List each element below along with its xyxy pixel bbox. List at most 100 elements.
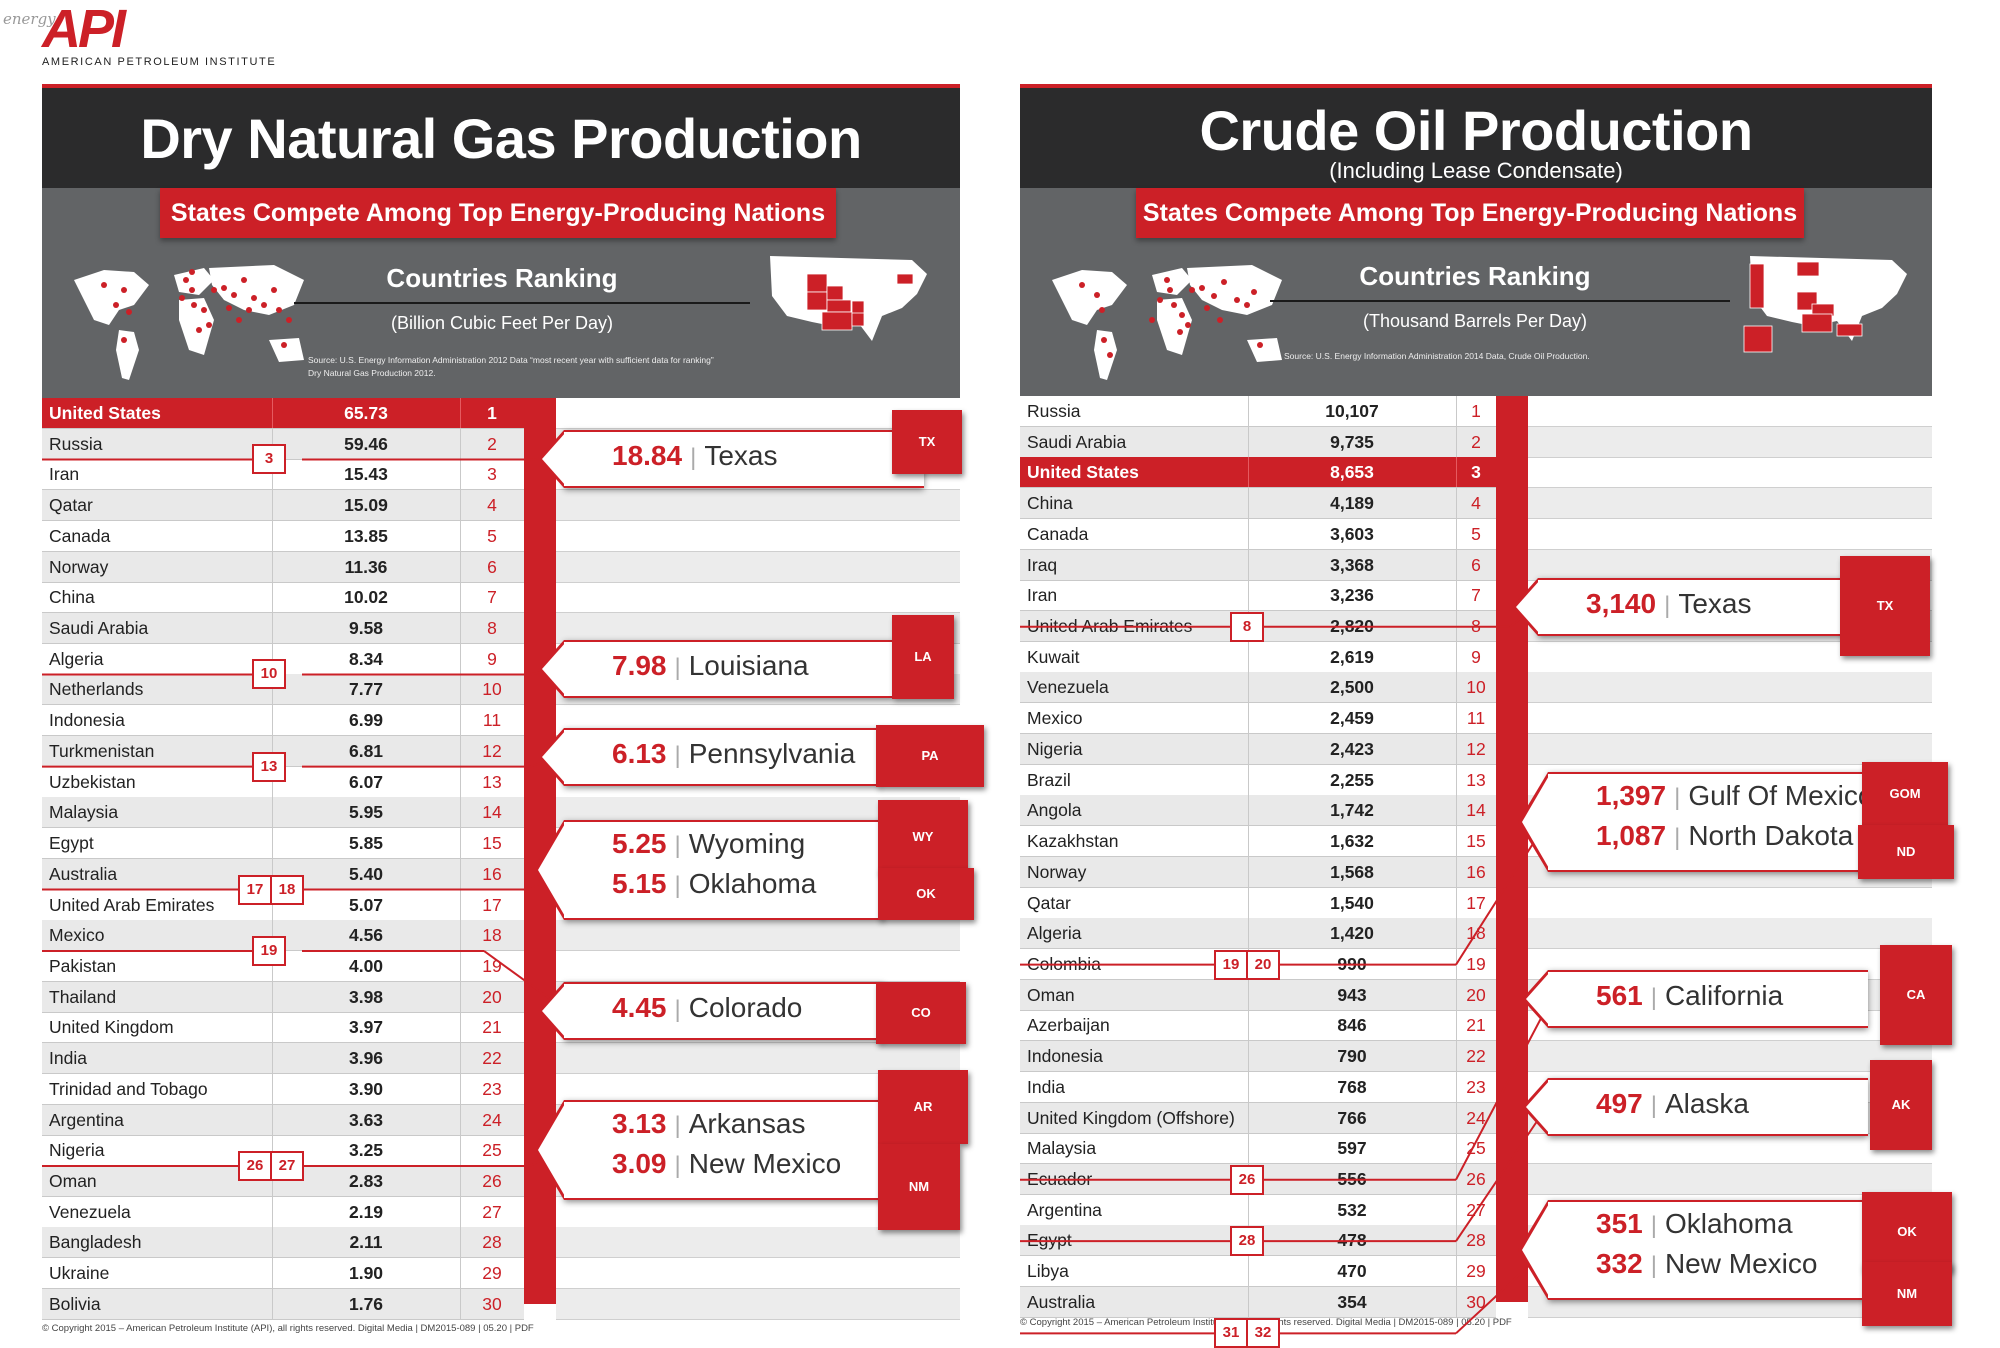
cell-divider: [1248, 396, 1249, 426]
cell-divider: [460, 705, 461, 736]
rank-number: 7: [487, 587, 497, 608]
country-name: Malaysia: [1027, 1138, 1097, 1159]
country-name: Nigeria: [49, 1140, 105, 1161]
country-name: Canada: [1027, 523, 1089, 544]
cell-divider: [460, 643, 461, 674]
cell-divider: [460, 1227, 461, 1258]
state-shape-nm: NM: [878, 1144, 960, 1230]
production-value: 1,420: [1330, 923, 1374, 944]
cell-divider: [272, 1227, 273, 1258]
stripe-row: [556, 490, 960, 522]
source-line-1: Source: U.S. Energy Information Administ…: [1284, 351, 1590, 361]
cell-divider: [1456, 457, 1457, 488]
table-row: Trinidad and Tobago 3.90 23: [42, 1073, 524, 1105]
rank-number: 2: [1471, 431, 1481, 452]
cell-divider: [460, 1288, 461, 1319]
state-shape-wy: WY: [878, 800, 968, 874]
production-value: 766: [1337, 1107, 1367, 1128]
stripe-row: [556, 1197, 960, 1228]
cell-divider: [272, 981, 273, 1012]
cell-divider: [1248, 580, 1249, 611]
production-value: 8.34: [348, 648, 384, 669]
rank-badge: 27: [270, 1151, 304, 1181]
us-map-icon: [1742, 246, 1922, 366]
api-logo: energy API AMERICAN PETROLEUM INSTITUTE: [0, 0, 300, 75]
country-dot: [236, 317, 242, 323]
cell-divider: [1248, 1071, 1249, 1102]
rank-number: 29: [1466, 1261, 1486, 1282]
rank-number: 21: [1466, 1015, 1486, 1036]
callout-line: 6.13 | Pennsylvania: [612, 738, 855, 770]
state-callout: 6.13 | Pennsylvania: [538, 728, 880, 786]
country-name: Indonesia: [1027, 1046, 1103, 1067]
country-dot: [121, 287, 127, 293]
stripe-row: [1528, 519, 1932, 550]
cell-divider: [1456, 887, 1457, 918]
table-row: China 4,189 4: [1020, 488, 1496, 520]
panel-title-bar: Crude Oil Production (Including Lease Co…: [1020, 88, 1932, 188]
ranking-divider: [294, 302, 750, 304]
rank-number: 9: [487, 648, 497, 669]
rank-number: 11: [1466, 708, 1486, 729]
production-value: 5.95: [348, 802, 384, 823]
country-name: Venezuela: [1027, 677, 1109, 698]
cell-divider: [272, 428, 273, 459]
country-dot: [1164, 277, 1170, 283]
cell-divider: [1248, 856, 1249, 887]
state-shape-pa: PA: [876, 725, 984, 787]
world-map-icon: [1042, 250, 1287, 390]
state-callout: 5.25 | Wyoming 5.15 | Oklahoma: [534, 820, 884, 920]
production-value: 10.02: [344, 587, 388, 608]
state-value: 6.13: [612, 738, 667, 769]
callout-line: 561 | California: [1596, 980, 1783, 1012]
cell-divider: [1248, 795, 1249, 826]
panel-top-bar: [1020, 84, 1932, 88]
cell-divider: [272, 490, 273, 521]
rank-number: 14: [1466, 800, 1486, 821]
cell-divider: [460, 428, 461, 459]
country-name: India: [49, 1048, 87, 1069]
table-row: United States 8,653 3: [1020, 457, 1496, 489]
cell-divider: [272, 920, 273, 951]
source-line-1: Source: U.S. Energy Information Administ…: [308, 355, 714, 365]
rank-badge: 8: [1230, 611, 1264, 642]
callout-line: 18.84 | Texas: [612, 440, 777, 472]
rank-badge: 20: [1246, 949, 1280, 980]
country-name: Iran: [49, 464, 80, 485]
highlighted-state: [1801, 313, 1833, 333]
table-row: Norway 1,568 16: [1020, 856, 1496, 888]
stripe-row: [1528, 1041, 1932, 1073]
connector-line: [1455, 1004, 1549, 1181]
country-dot: [189, 287, 195, 293]
production-value: 846: [1337, 1015, 1367, 1036]
rank-number: 5: [487, 525, 497, 546]
country-dot: [206, 322, 212, 328]
production-value: 2.11: [349, 1232, 383, 1253]
production-value: 1,568: [1330, 861, 1374, 882]
state-callout: 1,397 | Gulf Of Mexico 1,087 | North Dakota: [1518, 772, 1878, 872]
cell-divider: [1456, 733, 1457, 764]
rank-number: 15: [1466, 831, 1486, 852]
cell-divider: [272, 705, 273, 736]
table-row: United Kingdom 3.97 21: [42, 1012, 524, 1044]
cell-divider: [460, 613, 461, 644]
table-row: Argentina 3.63 24: [42, 1104, 524, 1136]
rank-badge: 26: [238, 1151, 272, 1181]
separator: |: [1664, 592, 1671, 619]
country-name: Norway: [1027, 861, 1087, 882]
table-row: Libya 470 29: [1020, 1256, 1496, 1288]
stripe-row: [1528, 488, 1932, 520]
country-dot: [1221, 279, 1227, 285]
state-shape-nd: ND: [1858, 825, 1954, 879]
callout-line: 7.98 | Louisiana: [612, 650, 809, 682]
state-value: 5.25: [612, 828, 667, 859]
country-dot: [231, 292, 237, 298]
production-value: 13.85: [344, 525, 388, 546]
table-row: Australia 354 30: [1020, 1286, 1496, 1318]
stripe-row: [1528, 457, 1932, 489]
country-name: Iran: [1027, 585, 1058, 606]
rank-number: 17: [1466, 892, 1486, 913]
cell-divider: [1456, 795, 1457, 826]
ranking-divider: [1270, 300, 1730, 302]
cell-divider: [460, 920, 461, 951]
